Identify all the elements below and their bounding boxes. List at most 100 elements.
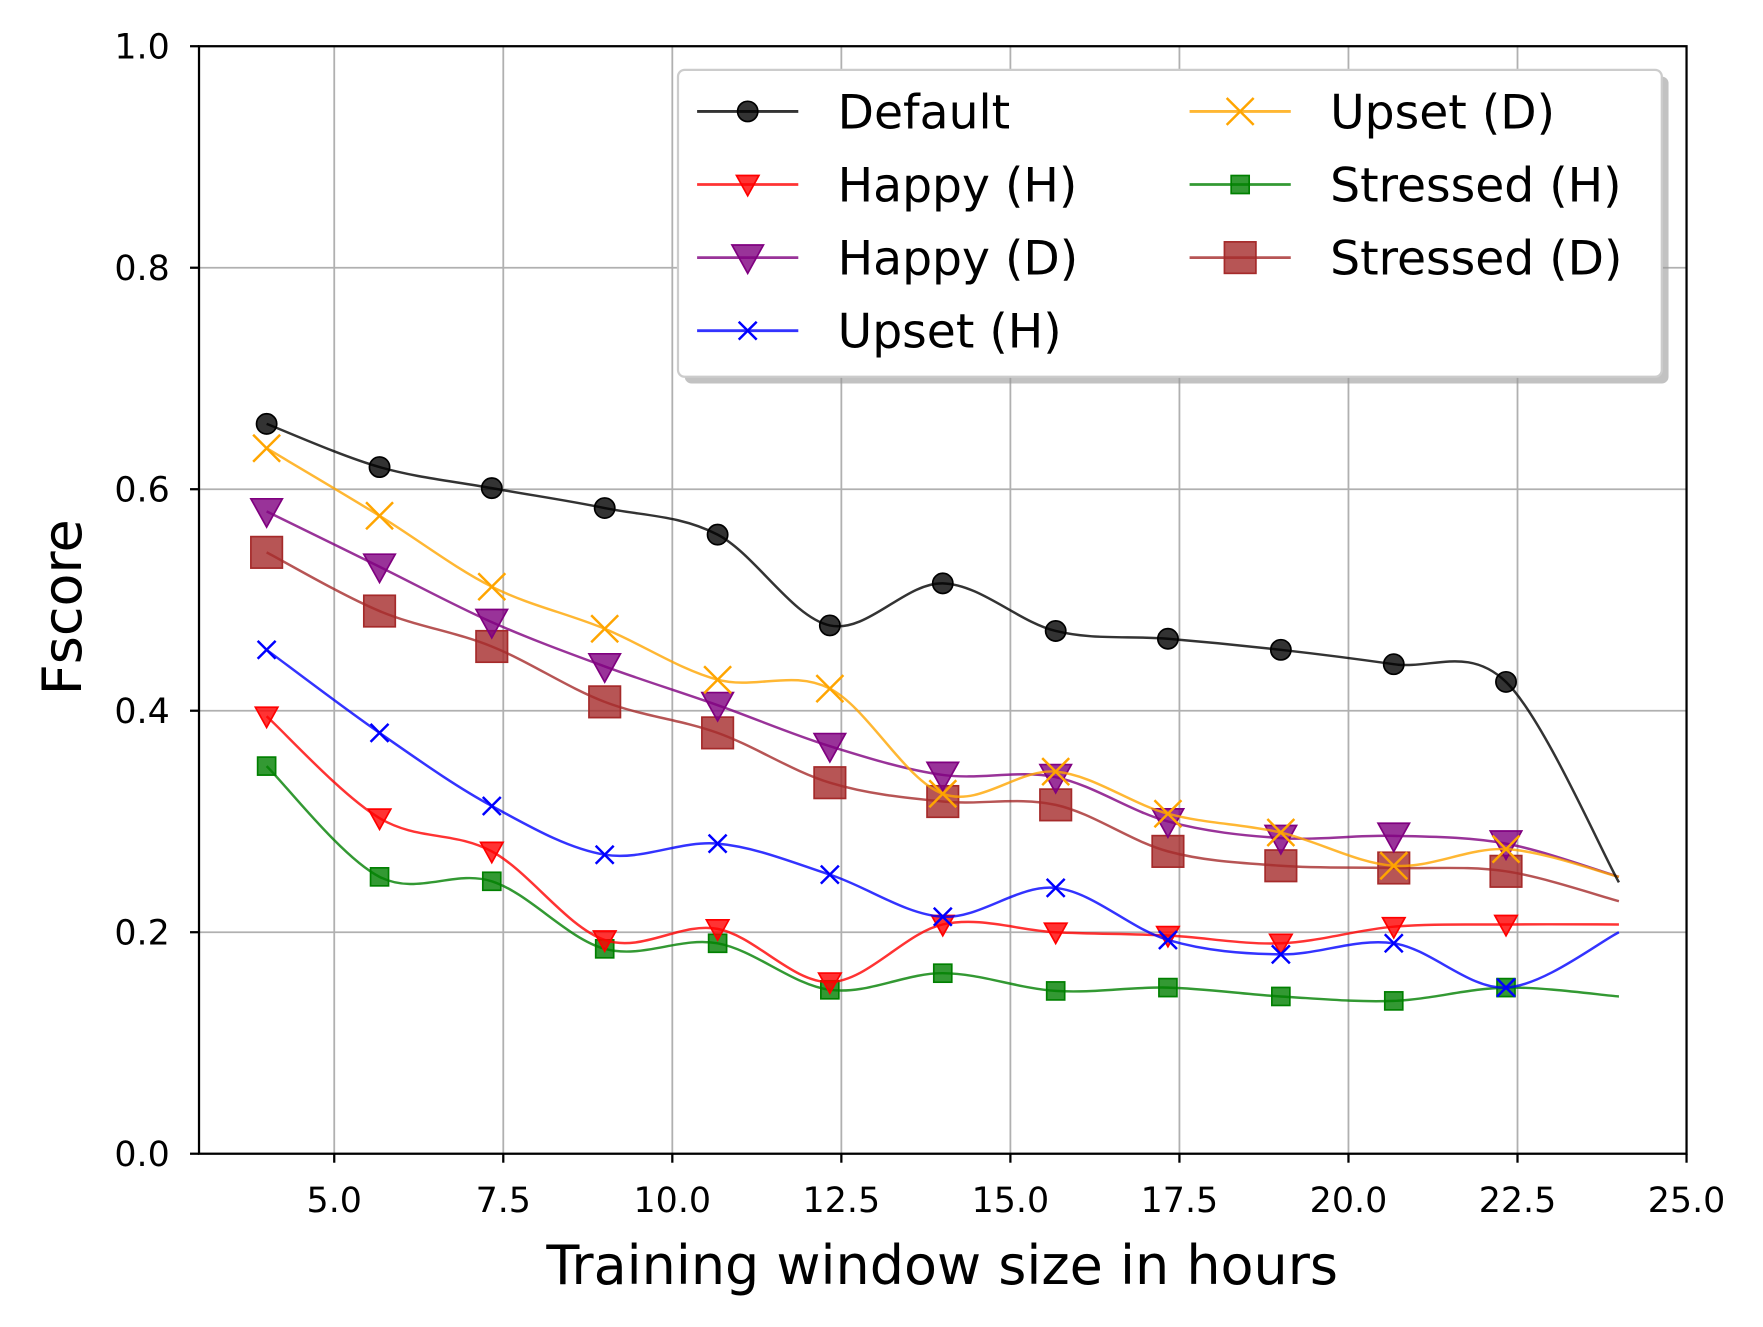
stressed-h-marker [369, 867, 390, 887]
stressed-d-marker [1223, 241, 1257, 275]
legend: Default Happy (H) Happy (D) Upset (H) Upset … [676, 68, 1669, 384]
legend-item: Stressed (D) [1189, 231, 1622, 286]
default-marker [1382, 653, 1405, 676]
legend-label: Upset (D) [1330, 85, 1555, 140]
default-marker [368, 456, 391, 479]
series-upset-d [252, 433, 1620, 881]
stressed-h-marker [1158, 977, 1178, 998]
stressed-d-marker [1377, 851, 1411, 885]
ticks: 5.0 7.5 10.0 12.5 15.0 17.5 20.0 22.5 25.0 0.0 0.2… [114, 28, 1725, 1222]
upset-h-marker [369, 723, 390, 743]
upset-h-marker [819, 864, 840, 885]
upset-d-marker [928, 779, 958, 809]
x-tick-label: 10.0 [634, 1181, 712, 1221]
default-marker [706, 523, 729, 546]
x-tick-label: 22.5 [1479, 1181, 1557, 1221]
upset-h-marker [481, 796, 502, 816]
legend-item: Upset (H) [697, 305, 1062, 360]
upset-d-marker [365, 501, 394, 531]
upset-h-marker [1270, 944, 1291, 965]
x-tick-label: 12.5 [803, 1181, 881, 1221]
y-tick-label: 0.8 [114, 249, 169, 289]
happy-d-marker [925, 761, 960, 793]
y-tick-label: 0.0 [114, 1135, 169, 1175]
happy-h-marker [253, 706, 280, 730]
legend-label: Happy (H) [838, 158, 1078, 213]
upset-d-marker [1041, 757, 1071, 787]
upset-h-marker [594, 844, 615, 865]
stressed-d-marker [1151, 834, 1185, 868]
happy-h-marker [1381, 916, 1407, 940]
series-group [249, 412, 1621, 1011]
upset-h-marker [1496, 977, 1516, 998]
x-tick-label: 15.0 [972, 1181, 1050, 1221]
happy-d-marker [362, 553, 397, 585]
stressed-d-marker [250, 535, 284, 569]
stressed-h-marker [1045, 981, 1066, 1001]
legend-item: Stressed (H) [1189, 158, 1622, 213]
y-tick-label: 0.2 [114, 914, 169, 954]
stressed-d-marker [588, 685, 622, 719]
x-tick-label: 5.0 [307, 1181, 362, 1221]
stressed-h-marker [1230, 174, 1251, 195]
y-tick-label: 0.4 [114, 692, 169, 732]
upset-d-marker [590, 614, 620, 644]
happy-h-marker [704, 919, 731, 942]
series-happy-d [249, 497, 1620, 879]
legend-item: Default [697, 85, 1010, 140]
stressed-h-marker [932, 963, 953, 984]
default-marker [255, 412, 278, 435]
legend-label: Happy (D) [838, 231, 1079, 286]
legend-item: Happy (D) [697, 231, 1078, 286]
legend-item: Happy (H) [697, 158, 1077, 213]
upset-d-marker [477, 572, 507, 602]
upset-d-marker [815, 674, 845, 703]
default-marker [1495, 670, 1517, 693]
upset-h-marker [932, 906, 953, 927]
legend-item: Upset (D) [1189, 85, 1555, 140]
happy-d-marker [1488, 830, 1524, 862]
y-tick-label: 1.0 [114, 28, 169, 68]
happy-h-marker [817, 972, 843, 996]
default-marker [480, 477, 503, 500]
x-tick-label: 20.0 [1310, 1181, 1388, 1221]
y-tick-label: 0.6 [114, 471, 169, 511]
series-stressed-d [250, 535, 1620, 903]
stressed-d-marker [362, 594, 397, 628]
happy-h-marker [366, 808, 393, 832]
happy-d-marker [812, 732, 848, 764]
upset-d-marker [1266, 818, 1296, 847]
happy-h-marker [1155, 925, 1181, 949]
upset-h-marker [1383, 933, 1404, 954]
upset-d-marker [1225, 97, 1255, 126]
upset-d-marker [1379, 851, 1409, 881]
series-line [265, 715, 1619, 984]
upset-h-marker [707, 833, 728, 854]
default-marker [1269, 638, 1292, 661]
stressed-h-marker [1271, 986, 1291, 1007]
series-upset-h [256, 639, 1620, 998]
default-marker [1044, 620, 1067, 642]
default-marker [931, 572, 954, 595]
stressed-h-marker [481, 871, 502, 892]
legend-label: Upset (H) [838, 305, 1062, 360]
stressed-h-marker [256, 756, 277, 776]
happy-h-marker [592, 930, 618, 953]
series-happy-h [253, 706, 1619, 996]
x-axis-label: Training window size in hours [545, 1234, 1338, 1297]
upset-d-marker [1153, 799, 1183, 829]
upset-h-marker [1158, 930, 1178, 950]
y-axis-label: Fscore [31, 519, 94, 695]
happy-h-marker [1493, 914, 1519, 938]
happy-d-marker [730, 244, 765, 276]
stressed-h-marker [1383, 991, 1404, 1011]
x-tick-label: 17.5 [1141, 1181, 1219, 1221]
default-marker [736, 100, 759, 123]
happy-d-marker [1376, 822, 1411, 854]
upset-h-marker [1045, 878, 1066, 898]
upset-h-marker [737, 320, 758, 341]
series-line [266, 510, 1620, 879]
upset-h-marker [256, 639, 277, 660]
upset-d-marker [1491, 834, 1521, 864]
